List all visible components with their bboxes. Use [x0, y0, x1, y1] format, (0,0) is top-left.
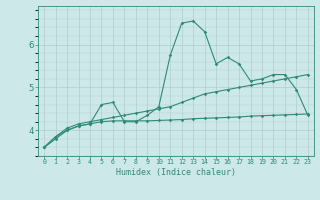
X-axis label: Humidex (Indice chaleur): Humidex (Indice chaleur) — [116, 168, 236, 177]
